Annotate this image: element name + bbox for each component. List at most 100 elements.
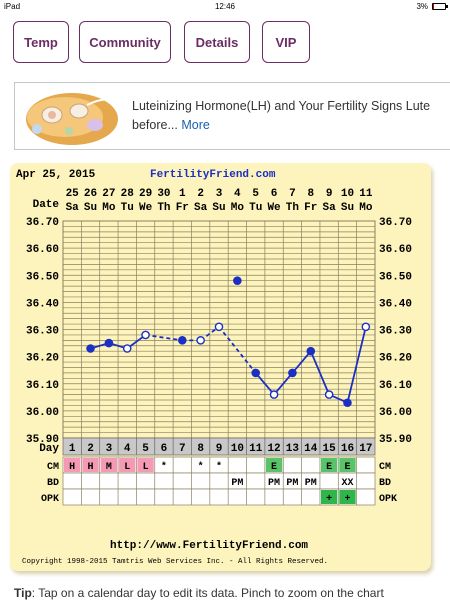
day-number: 9: [216, 443, 223, 455]
day-row-label: Day: [39, 443, 59, 455]
date-number: 1: [179, 188, 186, 200]
temperature-line-segment: [309, 350, 330, 395]
day-number: 5: [142, 443, 149, 455]
details-button[interactable]: Details: [184, 21, 250, 63]
weekday-label: Fr: [304, 202, 317, 214]
weekday-label: Tu: [121, 202, 134, 214]
day-number: 14: [304, 443, 318, 455]
temperature-line-segment: [255, 372, 275, 396]
date-number: 11: [359, 188, 373, 200]
chart-rows[interactable]: 1 2 3 4 5 6 7 8 9 10 11 12 13 14 15 16 17H H M L L * * * E E EPM PM…: [62, 437, 376, 506]
bd-cell-value: PM: [268, 478, 280, 489]
fertility-chart[interactable]: Apr 25, 2015 FertilityFriend.com 36.70 36…: [10, 163, 431, 571]
temperature-point: [269, 390, 279, 399]
cm-cell-fill: [82, 458, 99, 472]
cm-cell-fill: [64, 458, 81, 472]
opk-cell-fill: [339, 490, 356, 504]
temp-button[interactable]: Temp: [13, 21, 69, 63]
y-tick-label-left: 36.70: [26, 217, 59, 229]
chart-site-name: FertilityFriend.com: [150, 169, 276, 181]
weekday-label: Fr: [176, 202, 189, 214]
day-number: 10: [231, 443, 244, 455]
weekday-label: Th: [157, 202, 170, 214]
day-number: 13: [286, 443, 300, 455]
day-number: 1: [69, 443, 76, 455]
y-tick-label-left: 36.10: [26, 380, 59, 392]
date-number: 8: [307, 188, 314, 200]
temperature-point: [343, 398, 352, 408]
ad-headline: Luteinizing Hormone(LH) and Your Fertili…: [132, 99, 431, 113]
chart-footer-url: http://www.FertilityFriend.com: [110, 540, 308, 552]
y-tick-label-right: 36.00: [379, 407, 412, 419]
opk-row: [62, 488, 376, 506]
opk-row-label: OPK: [41, 494, 59, 505]
weekday-label: Sa: [194, 202, 208, 214]
opk-cell-value: +: [344, 494, 350, 505]
weekday-label: Sa: [323, 202, 337, 214]
y-tick-label-right: 36.30: [379, 326, 412, 338]
temperature-series[interactable]: [86, 276, 371, 408]
chart-copyright: Copyright 1998-2015 Tamtris Web Services…: [22, 558, 328, 566]
temperature-line-segment: [145, 334, 183, 342]
day-number: 2: [87, 443, 94, 455]
y-tick-label-left: 36.00: [26, 407, 59, 419]
cm-cell-value: E: [344, 462, 350, 473]
bd-cell-value: PM: [305, 478, 317, 489]
cm-cell-fill: [320, 458, 338, 472]
temperature-point: [177, 336, 187, 345]
chart-labels: 36.70 36.70 36.60 36.60 36.50 36.50 36.40 36.40…: [26, 188, 412, 505]
date-number: 28: [121, 188, 135, 200]
weekday-label: Su: [212, 202, 225, 214]
ad-banner[interactable]: Luteinizing Hormone(LH) and Your Fertili…: [14, 82, 450, 150]
y-tick-label-right: 36.20: [379, 353, 412, 365]
ad-text: Luteinizing Hormone(LH) and Your Fertili…: [132, 97, 450, 135]
day-number: 4: [124, 443, 131, 455]
date-number: 7: [289, 188, 296, 200]
temperature-point: [141, 330, 150, 340]
cm-cell-value: L: [143, 462, 149, 473]
status-bar: iPad 12:46 3%: [0, 0, 450, 14]
bbt-chart-svg[interactable]: Apr 25, 2015 FertilityFriend.com 36.70 36…: [10, 163, 431, 571]
day-number: 16: [341, 443, 354, 455]
device-label: iPad: [4, 2, 21, 11]
date-number: 2: [197, 188, 204, 200]
temperature-point: [86, 344, 95, 353]
weekday-label: Mo: [102, 202, 116, 214]
temperature-point: [214, 322, 224, 332]
vip-button[interactable]: VIP: [262, 21, 310, 63]
cm-row-label: CM: [47, 462, 59, 473]
cm-cell-fill: [119, 458, 136, 472]
temperature-line-segment: [346, 326, 367, 403]
cm-cell-fill: [100, 458, 118, 472]
weekday-label: Sa: [66, 202, 80, 214]
temperature-point: [306, 346, 316, 356]
tip-body: : Tap on a calendar day to edit its data…: [31, 586, 384, 600]
community-button[interactable]: Community: [79, 21, 171, 63]
y-tick-label-right: 36.50: [379, 271, 412, 283]
cm-cell-fill: [137, 458, 154, 472]
battery-percent: 3%: [416, 2, 428, 11]
opk-row-label-right: OPK: [379, 494, 397, 505]
tip-label: Tip: [14, 586, 32, 600]
bd-cell-value: PM: [286, 478, 298, 489]
temperature-point: [324, 390, 334, 399]
date-number: 4: [234, 188, 241, 200]
ad-subtext: before...: [132, 118, 178, 132]
clock: 12:46: [214, 2, 236, 11]
date-number: 6: [271, 188, 278, 200]
date-number: 29: [139, 188, 152, 200]
cm-cell-value: *: [198, 461, 204, 473]
date-row-label: Date: [33, 199, 60, 211]
temperature-point: [122, 344, 132, 353]
day-number: 6: [161, 443, 168, 455]
y-tick-label-left: 36.30: [26, 326, 59, 338]
bd-row-label-right: BD: [379, 478, 391, 489]
weekday-label: Mo: [231, 202, 245, 214]
date-number: 9: [326, 188, 333, 200]
bd-cell-value: PM: [231, 478, 243, 489]
weekday-label: Tu: [249, 202, 262, 214]
temperature-line-segment: [273, 372, 294, 396]
cm-cell-value: *: [216, 461, 222, 473]
opk-cell-value: +: [326, 494, 332, 505]
ad-more-link[interactable]: More: [181, 118, 210, 132]
